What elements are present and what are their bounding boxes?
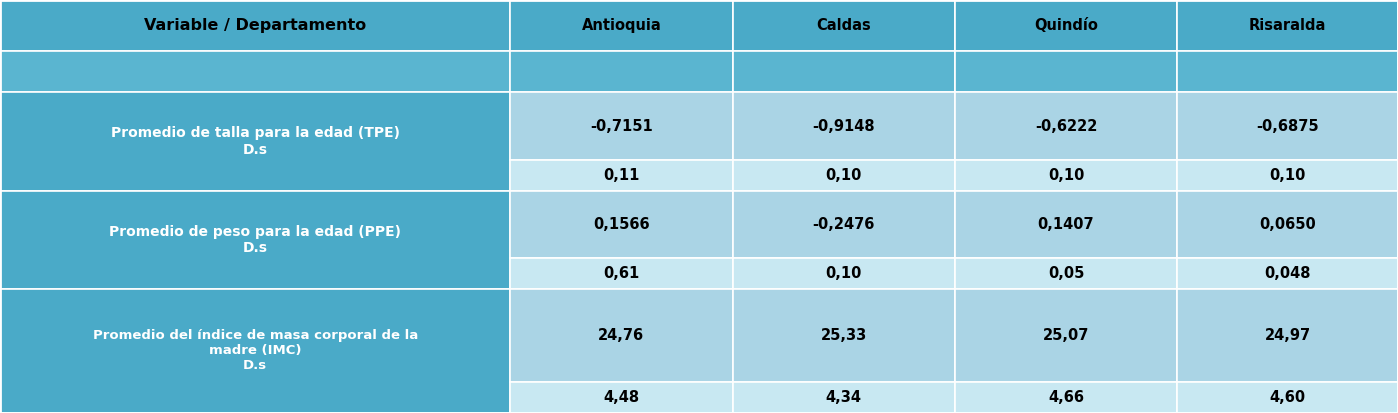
Bar <box>510 93 733 160</box>
Bar <box>510 51 733 93</box>
Text: 4,60: 4,60 <box>1269 390 1306 405</box>
Text: 0,11: 0,11 <box>603 168 640 183</box>
Bar <box>955 258 1177 289</box>
Text: 0,0650: 0,0650 <box>1260 217 1316 232</box>
Bar <box>1177 289 1398 382</box>
Bar <box>1177 190 1398 258</box>
Bar <box>955 160 1177 190</box>
Text: 0,61: 0,61 <box>604 266 639 281</box>
Bar <box>510 382 733 413</box>
Text: 0,10: 0,10 <box>1047 168 1085 183</box>
Text: -0,9148: -0,9148 <box>812 119 875 134</box>
Text: -0,2476: -0,2476 <box>812 217 875 232</box>
Text: 24,97: 24,97 <box>1265 328 1310 343</box>
Text: Risaralda: Risaralda <box>1248 18 1327 33</box>
Text: 4,66: 4,66 <box>1048 390 1083 405</box>
Bar <box>733 382 955 413</box>
Bar <box>733 0 955 51</box>
Text: Promedio de peso para la edad (PPE)
D.s: Promedio de peso para la edad (PPE) D.s <box>109 225 401 255</box>
Text: 0,1566: 0,1566 <box>593 217 650 232</box>
Text: 0,1407: 0,1407 <box>1037 217 1095 232</box>
Bar <box>510 258 733 289</box>
Bar <box>510 160 733 190</box>
Bar <box>0 0 510 51</box>
Text: 0,05: 0,05 <box>1047 266 1085 281</box>
Text: Caldas: Caldas <box>816 18 871 33</box>
Bar <box>955 289 1177 382</box>
Bar <box>955 190 1177 258</box>
Bar <box>1177 93 1398 160</box>
Text: -0,7151: -0,7151 <box>590 119 653 134</box>
Bar <box>510 190 733 258</box>
Bar <box>733 190 955 258</box>
Bar <box>0 93 510 190</box>
Bar <box>1177 258 1398 289</box>
Text: Variable / Departamento: Variable / Departamento <box>144 18 366 33</box>
Text: 0,048: 0,048 <box>1264 266 1311 281</box>
Bar <box>510 289 733 382</box>
Text: 0,10: 0,10 <box>1269 168 1306 183</box>
Bar <box>733 93 955 160</box>
Bar <box>733 51 955 93</box>
Bar <box>0 190 510 289</box>
Bar <box>955 51 1177 93</box>
Bar <box>955 0 1177 51</box>
Bar <box>1177 382 1398 413</box>
Text: 0,10: 0,10 <box>825 168 863 183</box>
Text: Promedio del índice de masa corporal de la
madre (IMC)
D.s: Promedio del índice de masa corporal de … <box>92 330 418 373</box>
Bar <box>733 258 955 289</box>
Text: Antioquia: Antioquia <box>582 18 661 33</box>
Text: Promedio de talla para la edad (TPE)
D.s: Promedio de talla para la edad (TPE) D.s <box>110 126 400 157</box>
Text: 4,34: 4,34 <box>826 390 861 405</box>
Bar <box>955 382 1177 413</box>
Bar <box>0 51 510 93</box>
Bar <box>733 289 955 382</box>
Bar <box>1177 160 1398 190</box>
Bar <box>1177 51 1398 93</box>
Bar <box>1177 0 1398 51</box>
Bar <box>733 160 955 190</box>
Text: -0,6222: -0,6222 <box>1035 119 1097 134</box>
Text: 4,48: 4,48 <box>604 390 639 405</box>
Bar <box>510 0 733 51</box>
Text: Quindío: Quindío <box>1035 18 1097 33</box>
Text: 0,10: 0,10 <box>825 266 863 281</box>
Bar <box>0 289 510 413</box>
Text: 24,76: 24,76 <box>598 328 644 343</box>
Text: 25,07: 25,07 <box>1043 328 1089 343</box>
Text: 25,33: 25,33 <box>821 328 867 343</box>
Bar <box>955 93 1177 160</box>
Text: -0,6875: -0,6875 <box>1257 119 1318 134</box>
